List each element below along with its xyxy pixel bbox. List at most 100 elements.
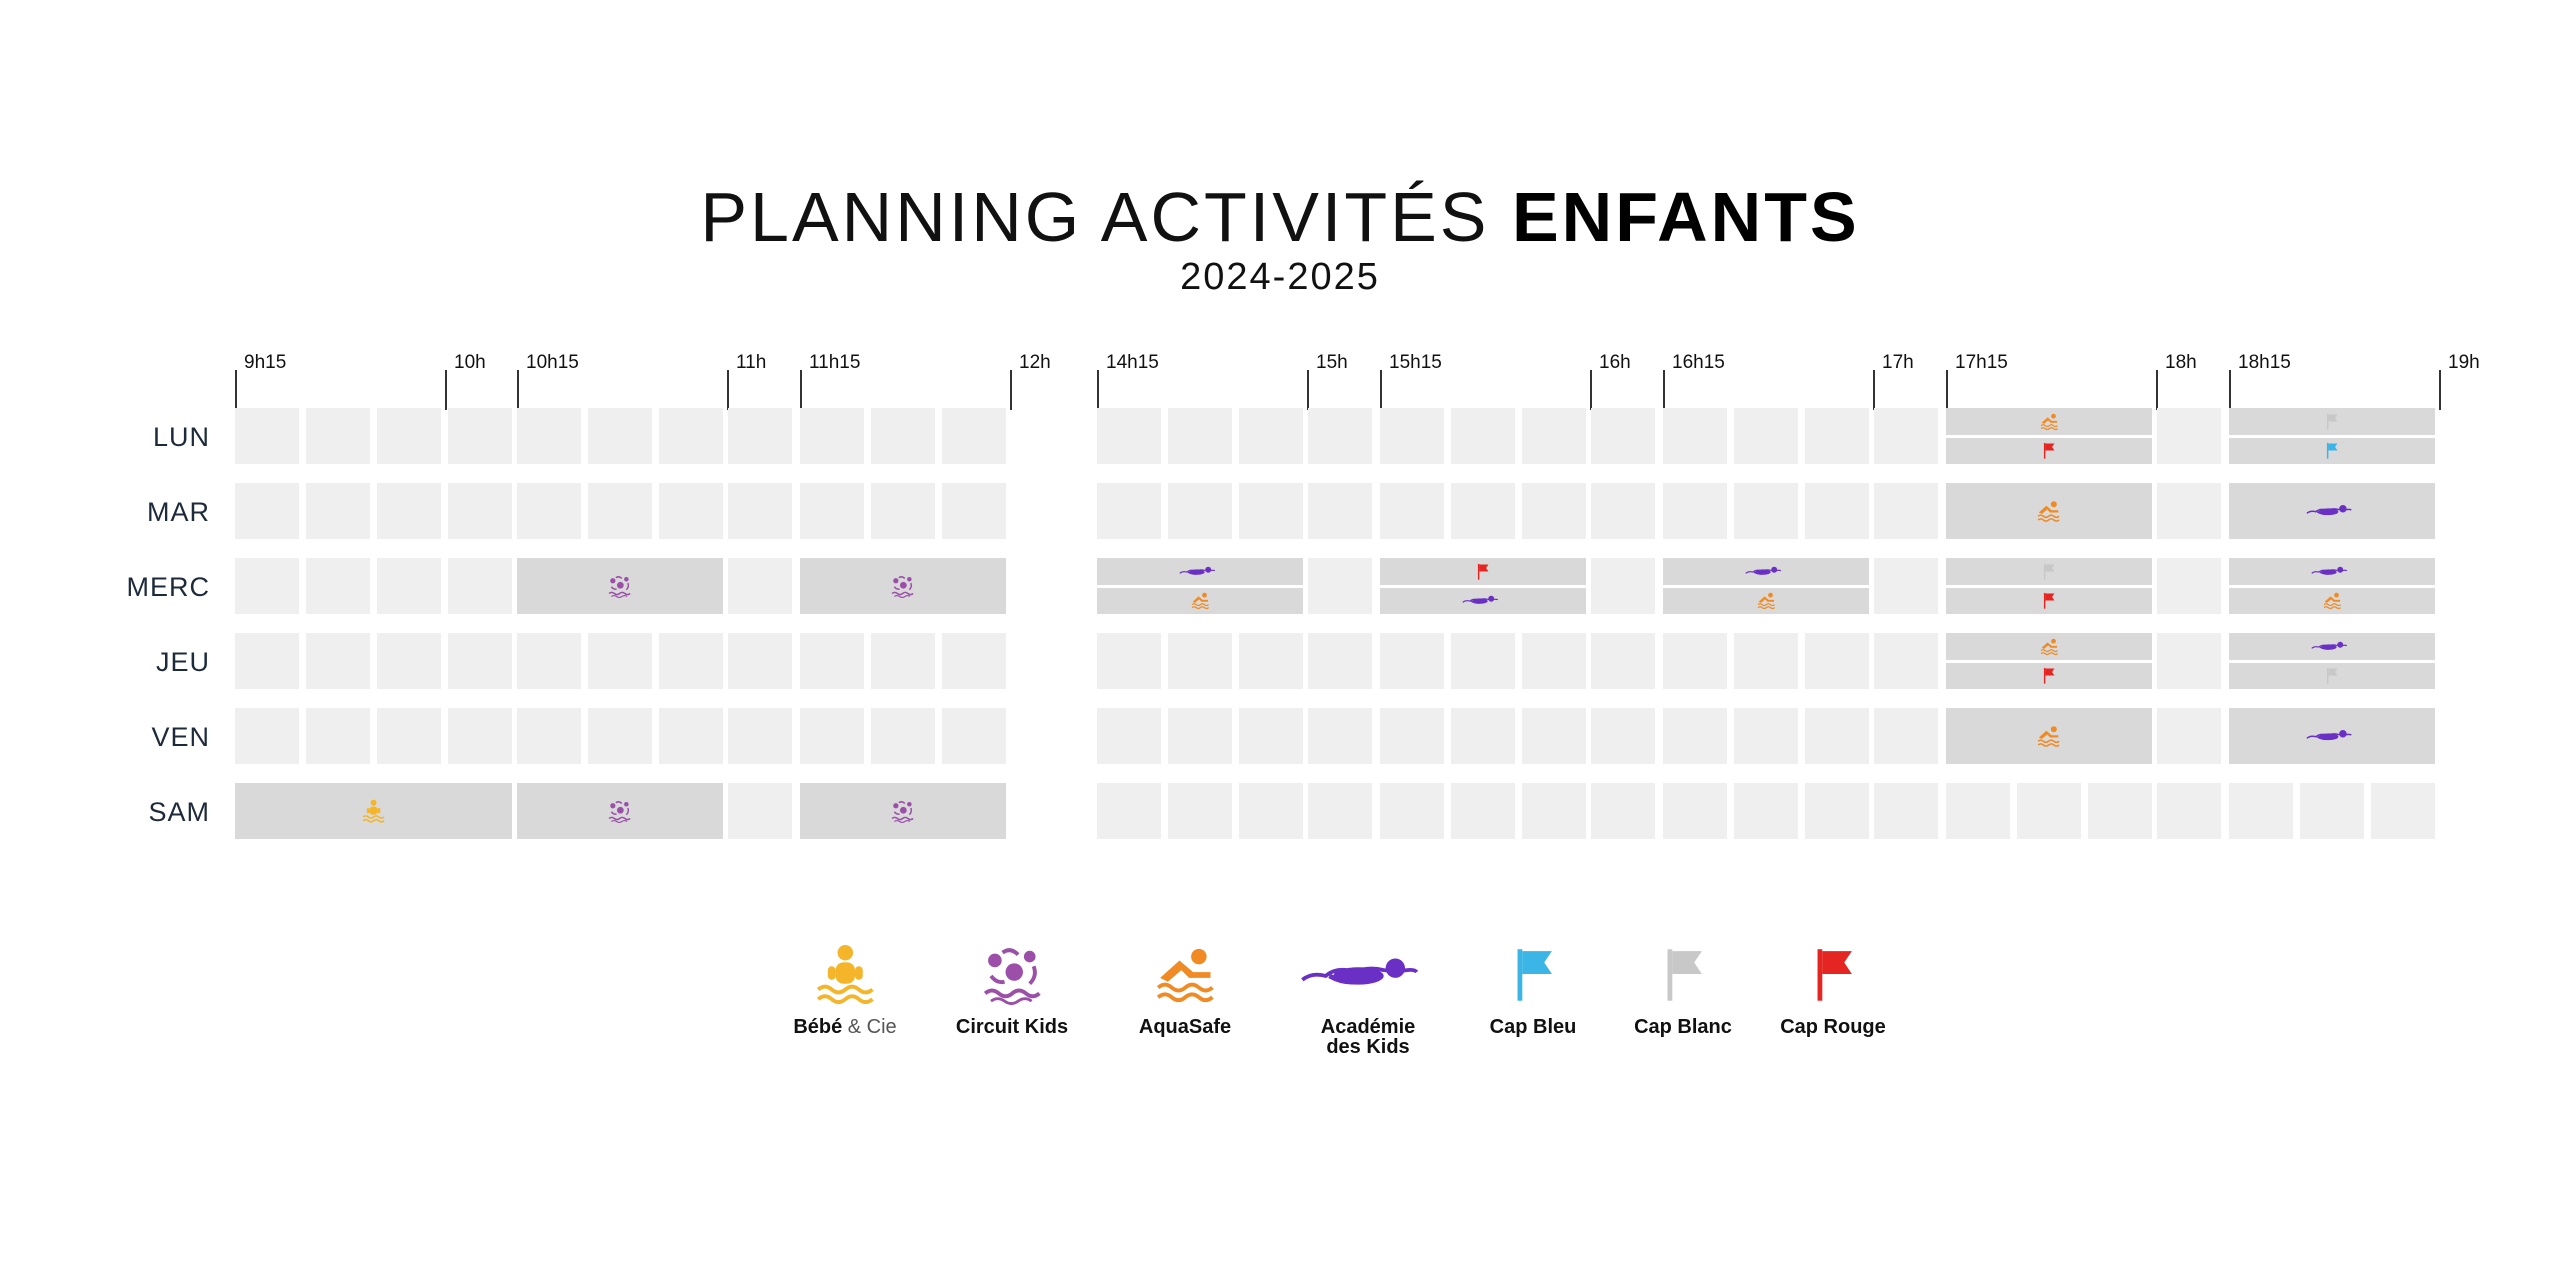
empty-slot [377, 483, 441, 539]
empty-slot [1097, 633, 1161, 689]
academie-icon [1462, 596, 1499, 605]
bebe-icon [750, 925, 940, 1005]
empty-slot [1874, 408, 1938, 464]
empty-slot [1239, 408, 1303, 464]
empty-slot [871, 408, 935, 464]
activity-cap_rouge[interactable] [1380, 558, 1586, 585]
empty-slot [1522, 408, 1586, 464]
empty-slot [1946, 783, 2010, 839]
time-label: 17h15 [1955, 352, 2008, 373]
activity-cap_rouge[interactable] [1946, 662, 2152, 689]
empty-slot [1805, 408, 1869, 464]
empty-slot [588, 633, 652, 689]
time-tick [1097, 370, 1099, 410]
activity-cap_blanc[interactable] [2229, 408, 2435, 435]
empty-slot [1734, 708, 1798, 764]
activity-academie[interactable] [1663, 558, 1869, 585]
activity-cap_blanc[interactable] [2229, 662, 2435, 689]
empty-slot [1805, 708, 1869, 764]
empty-slot [1380, 483, 1444, 539]
legend-label: Académie des Kids [1320, 1016, 1416, 1058]
activity-academie[interactable] [2229, 483, 2435, 539]
activity-academie[interactable] [2229, 633, 2435, 660]
empty-slot [235, 708, 299, 764]
cap_rouge-icon [2044, 443, 2055, 459]
legend-label: AquaSafe [1138, 1016, 1232, 1038]
legend-label: Circuit Kids [955, 1016, 1069, 1038]
activity-circuit[interactable] [800, 783, 1006, 839]
empty-slot [1522, 483, 1586, 539]
empty-slot [1168, 408, 1232, 464]
time-label: 19h [2448, 352, 2480, 373]
activity-aquasafe[interactable] [1663, 587, 1869, 614]
empty-slot [800, 708, 864, 764]
empty-slot [1591, 483, 1655, 539]
cap_bleu-icon [2327, 443, 2338, 459]
day-label: LUN [152, 422, 210, 452]
time-tick [2156, 370, 2158, 410]
empty-slot [1239, 483, 1303, 539]
empty-slot [1734, 408, 1798, 464]
activity-academie[interactable] [1380, 587, 1586, 614]
academie-icon [1273, 925, 1463, 1005]
empty-slot [1239, 633, 1303, 689]
activity-bebe[interactable] [235, 783, 512, 839]
activity-academie[interactable] [1097, 558, 1303, 585]
empty-slot [1591, 708, 1655, 764]
time-label: 11h15 [809, 352, 861, 373]
aquasafe-icon [2323, 593, 2341, 610]
empty-slot [1239, 783, 1303, 839]
time-tick [1946, 370, 1948, 410]
empty-slot [448, 558, 512, 614]
activity-aquasafe[interactable] [2229, 587, 2435, 614]
activity-cap_rouge[interactable] [1946, 587, 2152, 614]
empty-slot [2157, 708, 2221, 764]
empty-slot [306, 483, 370, 539]
empty-slot [235, 633, 299, 689]
activity-aquasafe[interactable] [1946, 408, 2152, 435]
time-tick [1380, 370, 1382, 410]
empty-slot [517, 483, 581, 539]
circuit-icon [609, 801, 631, 823]
activity-aquasafe[interactable] [1946, 708, 2152, 764]
time-label: 10h [454, 352, 486, 373]
empty-slot [1097, 408, 1161, 464]
activity-cap_blanc[interactable] [1946, 558, 2152, 585]
activity-aquasafe[interactable] [1097, 587, 1303, 614]
activity-circuit[interactable] [517, 558, 723, 614]
empty-slot [1451, 708, 1515, 764]
cap_rouge-icon [1738, 925, 1928, 1005]
academie-icon [1745, 566, 1782, 575]
activity-cap_rouge[interactable] [1946, 437, 2152, 464]
activity-academie[interactable] [2229, 558, 2435, 585]
time-tick [1590, 370, 1592, 410]
empty-slot [1308, 483, 1372, 539]
empty-slot [1380, 708, 1444, 764]
empty-slot [1874, 483, 1938, 539]
page-subtitle: 2024-2025 [1180, 256, 1380, 298]
day-label: MERC [126, 572, 210, 602]
day-label: MAR [147, 497, 210, 527]
empty-slot [1451, 483, 1515, 539]
activity-cap_bleu[interactable] [2229, 437, 2435, 464]
empty-slot [448, 708, 512, 764]
academie-icon [2311, 641, 2348, 650]
activity-aquasafe[interactable] [1946, 633, 2152, 660]
academie-icon [2311, 566, 2348, 575]
activity-aquasafe[interactable] [1946, 483, 2152, 539]
legend-label: Cap Bleu [1489, 1016, 1577, 1038]
empty-slot [1663, 408, 1727, 464]
title-light: PLANNING ACTIVITÉS [700, 178, 1490, 256]
cap_blanc-icon [2044, 563, 2055, 580]
time-tick [517, 370, 519, 410]
empty-slot [2157, 633, 2221, 689]
empty-slot [659, 633, 723, 689]
activity-circuit[interactable] [517, 783, 723, 839]
empty-slot [2229, 783, 2293, 839]
empty-slot [1308, 408, 1372, 464]
empty-slot [517, 708, 581, 764]
empty-slot [2371, 783, 2435, 839]
activity-academie[interactable] [2229, 708, 2435, 764]
empty-slot [1097, 483, 1161, 539]
activity-circuit[interactable] [800, 558, 1006, 614]
